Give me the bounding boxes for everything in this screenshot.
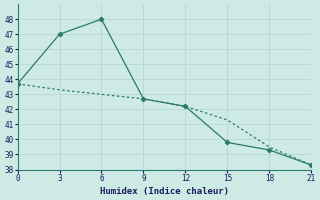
X-axis label: Humidex (Indice chaleur): Humidex (Indice chaleur): [100, 187, 229, 196]
